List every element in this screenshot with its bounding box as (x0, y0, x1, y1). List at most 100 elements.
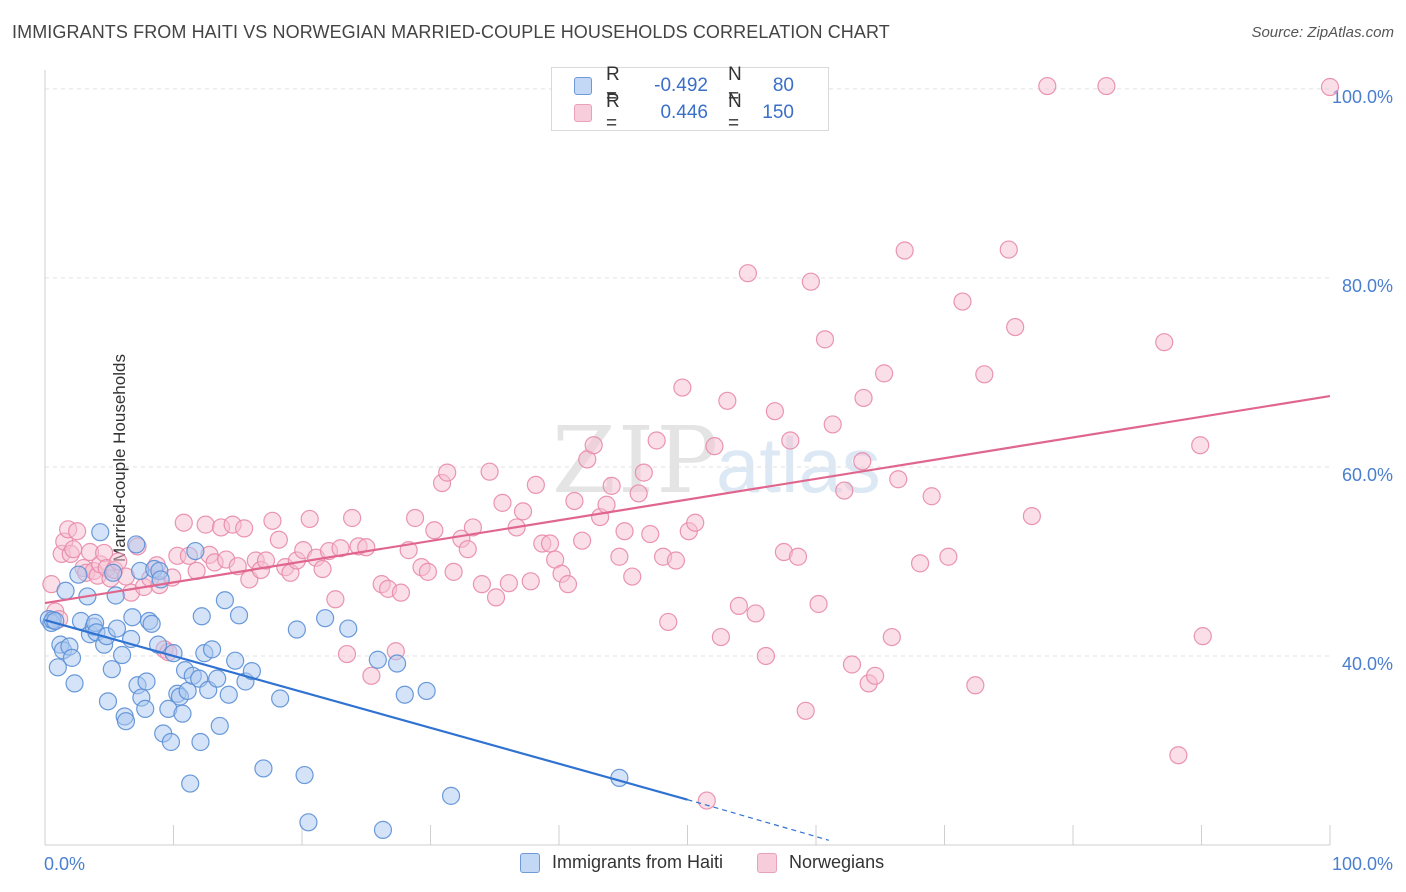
data-point (1155, 333, 1174, 352)
data-point (62, 648, 82, 667)
data-point (823, 415, 842, 434)
data-point (781, 431, 800, 450)
y-tick-label: 60.0% (1342, 465, 1393, 485)
series-haiti (39, 523, 629, 839)
data-point (326, 590, 345, 609)
data-point (1191, 436, 1210, 455)
data-point (444, 562, 463, 581)
data-point (521, 572, 540, 591)
legend-item-haiti[interactable]: Immigrants from Haiti (520, 852, 723, 873)
r-label: R = (606, 91, 620, 134)
data-point (142, 614, 161, 633)
data-point (718, 391, 737, 410)
data-point (226, 651, 245, 670)
data-point (202, 640, 222, 659)
data-point (796, 701, 815, 720)
data-point (417, 681, 436, 701)
data-point (615, 522, 634, 541)
data-point (910, 554, 930, 573)
series-legend: Immigrants from Haiti Norwegians (520, 852, 918, 873)
r-label: R = (606, 64, 620, 107)
data-point (666, 551, 686, 570)
data-point (395, 685, 414, 704)
data-point (686, 513, 705, 532)
data-point (659, 612, 678, 632)
data-point (438, 463, 457, 482)
stats-row-haiti: R = -0.492 N = 80 (574, 64, 794, 107)
data-point (254, 759, 273, 778)
haiti-swatch (574, 77, 592, 95)
data-point (610, 547, 629, 566)
data-point (1097, 76, 1116, 96)
data-point (368, 650, 387, 669)
data-point (148, 635, 168, 654)
data-point (300, 509, 319, 529)
data-point (106, 586, 125, 605)
legend-item-norwegians[interactable]: Norwegians (757, 852, 884, 873)
data-point (1169, 746, 1188, 765)
data-point (953, 292, 972, 311)
data-point (889, 470, 908, 489)
data-point (499, 574, 518, 593)
n-label: N = (728, 64, 742, 107)
data-point (922, 487, 941, 506)
data-point (425, 521, 444, 540)
data-point (316, 609, 335, 628)
data-point (1038, 76, 1057, 96)
data-point (835, 481, 854, 500)
data-point (362, 666, 381, 685)
data-point (756, 646, 775, 666)
data-point (853, 452, 872, 471)
data-point (458, 540, 477, 559)
data-point (966, 676, 985, 695)
data-point (91, 523, 110, 542)
data-point (196, 515, 215, 534)
y-tick-label: 100.0% (1332, 87, 1393, 107)
x-tick-label: 0.0% (44, 854, 85, 874)
trend-line-haiti-extension (687, 799, 830, 841)
data-point (1193, 627, 1212, 646)
data-point (441, 786, 461, 805)
data-point (69, 565, 88, 584)
data-point (493, 493, 512, 512)
data-point (629, 484, 648, 503)
data-point (210, 716, 229, 736)
data-point (647, 431, 666, 450)
data-point (339, 619, 358, 638)
data-point (673, 378, 692, 397)
data-point (882, 627, 901, 647)
data-point (186, 541, 205, 561)
data-point (738, 264, 757, 283)
data-point (387, 654, 407, 673)
data-point (1320, 77, 1340, 97)
data-point (472, 575, 491, 594)
legend-swatch-haiti (520, 852, 540, 873)
data-point (68, 522, 87, 541)
legend-swatch-norwegians (757, 852, 778, 873)
data-point (299, 813, 318, 832)
data-point (391, 583, 411, 602)
data-point (192, 607, 211, 626)
n-value: 150 (762, 102, 794, 123)
data-point (1022, 506, 1041, 526)
watermark-atlas: atlas (716, 421, 881, 509)
data-point (48, 658, 67, 677)
data-point (711, 627, 731, 647)
data-point (137, 672, 156, 691)
data-point (191, 732, 210, 752)
data-point (64, 540, 83, 559)
data-point (269, 530, 288, 549)
legend-label-norwegians: Norwegians (789, 852, 885, 872)
data-point (480, 462, 499, 481)
r-value: -0.492 (654, 75, 708, 96)
data-point (98, 692, 118, 711)
data-point (263, 511, 282, 530)
data-point (999, 240, 1018, 259)
data-point (102, 660, 121, 679)
chart-title: IMMIGRANTS FROM HAITI VS NORWEGIAN MARRI… (12, 22, 890, 42)
data-point (208, 669, 227, 688)
data-point (235, 519, 254, 538)
data-point (173, 704, 192, 723)
data-point (229, 606, 249, 625)
